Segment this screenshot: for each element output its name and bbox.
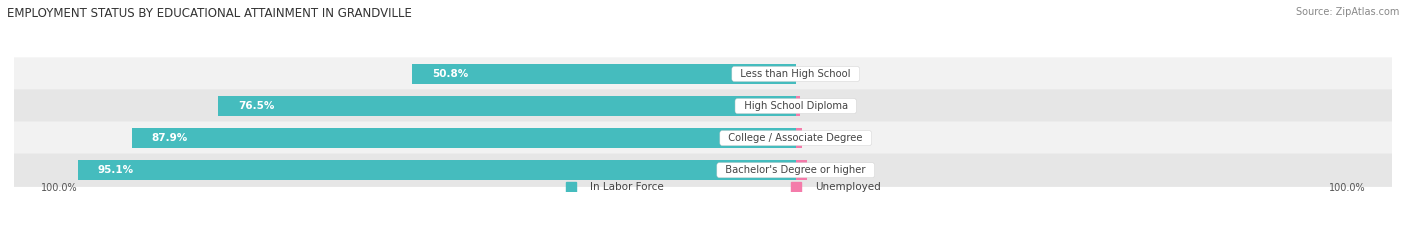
Text: 95.1%: 95.1% (97, 165, 134, 175)
Bar (796, 128, 801, 148)
Text: 100.0%: 100.0% (1329, 183, 1365, 193)
Text: 1.9%: 1.9% (823, 165, 849, 175)
FancyBboxPatch shape (14, 154, 1392, 187)
Bar (77, 160, 796, 180)
Text: High School Diploma: High School Diploma (738, 101, 853, 111)
Text: In Labor Force: In Labor Force (591, 182, 664, 192)
Bar (412, 64, 796, 84)
Bar (796, 160, 807, 180)
FancyBboxPatch shape (14, 57, 1392, 91)
Text: Source: ZipAtlas.com: Source: ZipAtlas.com (1295, 7, 1399, 17)
Text: 0.7%: 0.7% (815, 101, 842, 111)
FancyBboxPatch shape (14, 121, 1392, 155)
Bar (132, 128, 796, 148)
Text: 87.9%: 87.9% (152, 133, 188, 143)
Text: College / Associate Degree: College / Associate Degree (723, 133, 869, 143)
Text: 1.1%: 1.1% (818, 133, 845, 143)
FancyBboxPatch shape (14, 89, 1392, 123)
Text: Less than High School: Less than High School (734, 69, 858, 79)
Text: Unemployed: Unemployed (815, 182, 882, 192)
Bar (796, 96, 800, 116)
Text: 50.8%: 50.8% (432, 69, 468, 79)
Text: 0.0%: 0.0% (811, 69, 838, 79)
Text: 76.5%: 76.5% (238, 101, 274, 111)
Bar (218, 96, 796, 116)
Text: 100.0%: 100.0% (41, 183, 77, 193)
Text: Bachelor's Degree or higher: Bachelor's Degree or higher (720, 165, 872, 175)
Text: EMPLOYMENT STATUS BY EDUCATIONAL ATTAINMENT IN GRANDVILLE: EMPLOYMENT STATUS BY EDUCATIONAL ATTAINM… (7, 7, 412, 20)
